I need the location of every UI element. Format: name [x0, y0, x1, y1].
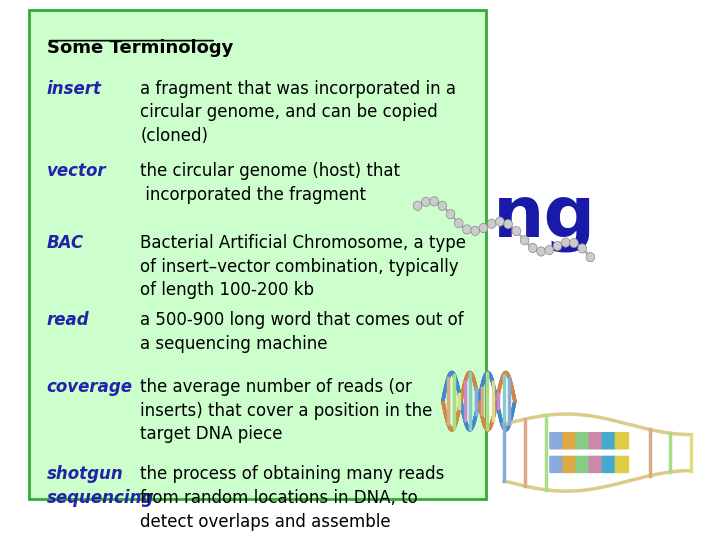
- Ellipse shape: [454, 219, 463, 228]
- Ellipse shape: [570, 238, 578, 248]
- Text: the process of obtaining many reads
from random locations in DNA, to
detect over: the process of obtaining many reads from…: [140, 465, 445, 531]
- FancyBboxPatch shape: [29, 10, 486, 499]
- FancyBboxPatch shape: [602, 432, 616, 449]
- Text: a 500-900 long word that comes out of
a sequencing machine: a 500-900 long word that comes out of a …: [140, 311, 464, 353]
- Ellipse shape: [528, 244, 537, 253]
- Text: read: read: [47, 311, 89, 329]
- FancyBboxPatch shape: [588, 456, 603, 473]
- Ellipse shape: [471, 226, 480, 235]
- FancyBboxPatch shape: [575, 456, 590, 473]
- Ellipse shape: [495, 217, 504, 226]
- FancyBboxPatch shape: [549, 456, 564, 473]
- Ellipse shape: [487, 219, 496, 228]
- Text: shotgun
sequencing: shotgun sequencing: [47, 465, 154, 507]
- Ellipse shape: [430, 197, 438, 206]
- Text: Bacterial Artificial Chromosome, a type
of insert–vector combination, typically
: Bacterial Artificial Chromosome, a type …: [140, 234, 467, 299]
- Ellipse shape: [438, 201, 446, 211]
- FancyBboxPatch shape: [588, 432, 603, 449]
- Ellipse shape: [446, 210, 455, 219]
- Text: vector: vector: [47, 162, 107, 180]
- Ellipse shape: [413, 201, 422, 211]
- Ellipse shape: [512, 226, 521, 236]
- Ellipse shape: [578, 244, 587, 253]
- Text: ng: ng: [493, 184, 596, 253]
- FancyBboxPatch shape: [615, 432, 629, 449]
- Ellipse shape: [562, 238, 570, 247]
- Text: Some Terminology: Some Terminology: [47, 38, 233, 57]
- Text: coverage: coverage: [47, 378, 132, 396]
- FancyBboxPatch shape: [615, 456, 629, 473]
- Ellipse shape: [545, 246, 554, 255]
- Ellipse shape: [504, 219, 513, 228]
- Ellipse shape: [521, 235, 529, 245]
- Text: the circular genome (host) that
 incorporated the fragment: the circular genome (host) that incorpor…: [140, 162, 400, 204]
- Text: BAC: BAC: [47, 234, 84, 252]
- FancyBboxPatch shape: [602, 456, 616, 473]
- FancyBboxPatch shape: [562, 456, 577, 473]
- Ellipse shape: [421, 197, 430, 206]
- Text: the average number of reads (or
inserts) that cover a position in the
target DNA: the average number of reads (or inserts)…: [140, 378, 433, 443]
- Text: insert: insert: [47, 80, 102, 98]
- FancyBboxPatch shape: [575, 432, 590, 449]
- FancyBboxPatch shape: [562, 432, 577, 449]
- Ellipse shape: [536, 247, 545, 256]
- Ellipse shape: [553, 241, 562, 251]
- Text: a fragment that was incorporated in a
circular genome, and can be copied
(cloned: a fragment that was incorporated in a ci…: [140, 80, 456, 145]
- Ellipse shape: [463, 225, 472, 234]
- Ellipse shape: [479, 224, 487, 233]
- Ellipse shape: [586, 253, 595, 262]
- FancyBboxPatch shape: [549, 432, 564, 449]
